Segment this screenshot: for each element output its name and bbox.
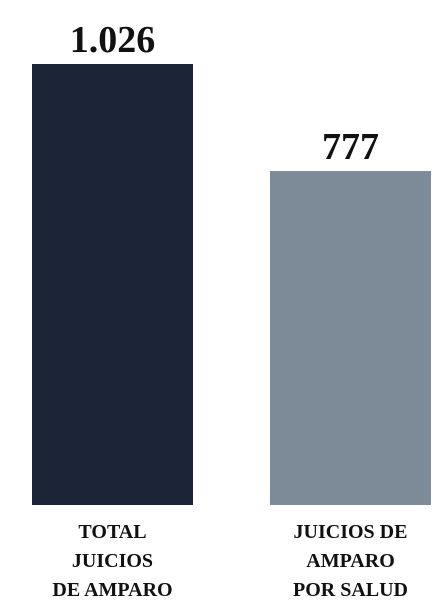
category-label-line: JUICIOS DE: [294, 521, 408, 543]
bar-2: [270, 171, 431, 506]
bar-1: [32, 64, 193, 505]
category-label-2: JUICIOS DE AMPARO POR SALUD: [293, 521, 408, 601]
bar-value-label-1: 1.026: [70, 19, 156, 61]
category-label-line: JUICIOS: [72, 550, 153, 572]
category-label-line: DE AMPARO: [52, 579, 172, 601]
category-label-line: TOTAL: [78, 521, 146, 543]
category-label-line: AMPARO: [306, 550, 395, 572]
category-label-line: POR SALUD: [293, 579, 408, 601]
category-label-1: TOTAL JUICIOS DE AMPARO: [52, 521, 172, 601]
bar-value-label-2: 777: [322, 126, 379, 168]
